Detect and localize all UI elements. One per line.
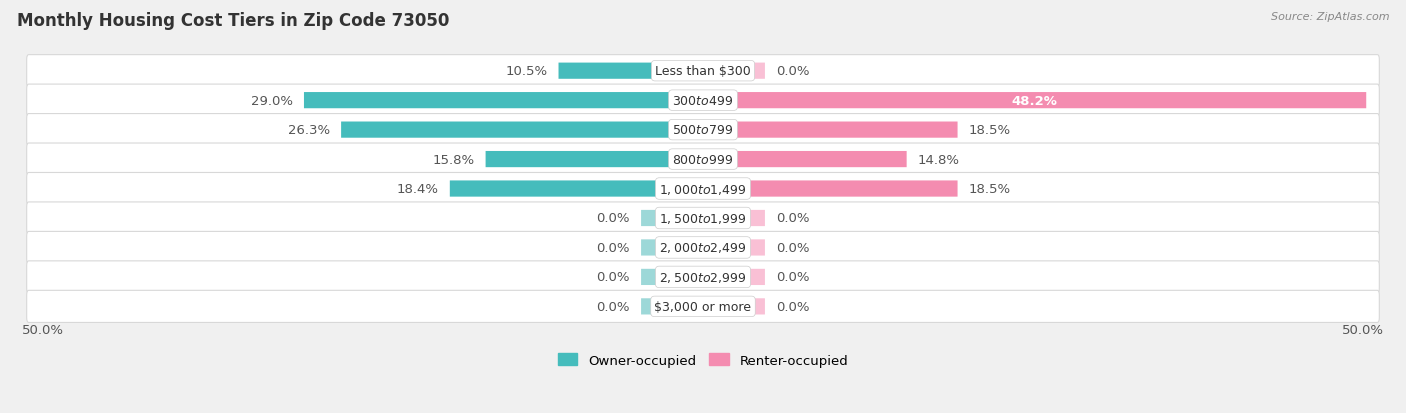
FancyBboxPatch shape bbox=[27, 232, 1379, 264]
Text: 0.0%: 0.0% bbox=[596, 212, 630, 225]
FancyBboxPatch shape bbox=[27, 291, 1379, 323]
Text: $300 to $499: $300 to $499 bbox=[672, 95, 734, 107]
FancyBboxPatch shape bbox=[27, 144, 1379, 176]
FancyBboxPatch shape bbox=[450, 181, 703, 197]
FancyBboxPatch shape bbox=[27, 114, 1379, 146]
Text: $2,500 to $2,999: $2,500 to $2,999 bbox=[659, 270, 747, 284]
Text: $1,500 to $1,999: $1,500 to $1,999 bbox=[659, 211, 747, 225]
Text: $2,000 to $2,499: $2,000 to $2,499 bbox=[659, 241, 747, 255]
FancyBboxPatch shape bbox=[27, 261, 1379, 293]
FancyBboxPatch shape bbox=[641, 269, 703, 285]
Text: 18.4%: 18.4% bbox=[396, 183, 439, 196]
FancyBboxPatch shape bbox=[703, 93, 1367, 109]
FancyBboxPatch shape bbox=[703, 269, 765, 285]
Text: $500 to $799: $500 to $799 bbox=[672, 124, 734, 137]
Text: 50.0%: 50.0% bbox=[22, 323, 63, 336]
FancyBboxPatch shape bbox=[703, 299, 765, 315]
FancyBboxPatch shape bbox=[703, 64, 765, 80]
FancyBboxPatch shape bbox=[27, 202, 1379, 235]
FancyBboxPatch shape bbox=[27, 85, 1379, 117]
Text: 48.2%: 48.2% bbox=[1012, 95, 1057, 107]
FancyBboxPatch shape bbox=[703, 240, 765, 256]
Text: Source: ZipAtlas.com: Source: ZipAtlas.com bbox=[1271, 12, 1389, 22]
FancyBboxPatch shape bbox=[703, 152, 907, 168]
Text: 18.5%: 18.5% bbox=[969, 183, 1011, 196]
FancyBboxPatch shape bbox=[703, 181, 957, 197]
Text: $3,000 or more: $3,000 or more bbox=[655, 300, 751, 313]
FancyBboxPatch shape bbox=[27, 173, 1379, 205]
FancyBboxPatch shape bbox=[27, 55, 1379, 88]
Text: 0.0%: 0.0% bbox=[596, 241, 630, 254]
Text: $800 to $999: $800 to $999 bbox=[672, 153, 734, 166]
Text: 50.0%: 50.0% bbox=[1343, 323, 1384, 336]
FancyBboxPatch shape bbox=[342, 122, 703, 138]
Text: Monthly Housing Cost Tiers in Zip Code 73050: Monthly Housing Cost Tiers in Zip Code 7… bbox=[17, 12, 450, 30]
Text: 0.0%: 0.0% bbox=[776, 212, 810, 225]
FancyBboxPatch shape bbox=[641, 299, 703, 315]
Text: 0.0%: 0.0% bbox=[776, 300, 810, 313]
FancyBboxPatch shape bbox=[641, 240, 703, 256]
Text: 0.0%: 0.0% bbox=[596, 300, 630, 313]
Text: 26.3%: 26.3% bbox=[288, 124, 330, 137]
Text: 0.0%: 0.0% bbox=[596, 271, 630, 284]
Text: $1,000 to $1,499: $1,000 to $1,499 bbox=[659, 182, 747, 196]
Text: 0.0%: 0.0% bbox=[776, 241, 810, 254]
FancyBboxPatch shape bbox=[703, 122, 957, 138]
Text: 10.5%: 10.5% bbox=[505, 65, 547, 78]
FancyBboxPatch shape bbox=[641, 210, 703, 227]
Legend: Owner-occupied, Renter-occupied: Owner-occupied, Renter-occupied bbox=[553, 348, 853, 372]
FancyBboxPatch shape bbox=[558, 64, 703, 80]
FancyBboxPatch shape bbox=[703, 210, 765, 227]
Text: 15.8%: 15.8% bbox=[433, 153, 475, 166]
Text: 29.0%: 29.0% bbox=[250, 95, 292, 107]
Text: Less than $300: Less than $300 bbox=[655, 65, 751, 78]
FancyBboxPatch shape bbox=[485, 152, 703, 168]
Text: 18.5%: 18.5% bbox=[969, 124, 1011, 137]
FancyBboxPatch shape bbox=[304, 93, 703, 109]
Text: 0.0%: 0.0% bbox=[776, 65, 810, 78]
Text: 0.0%: 0.0% bbox=[776, 271, 810, 284]
Text: 14.8%: 14.8% bbox=[918, 153, 960, 166]
